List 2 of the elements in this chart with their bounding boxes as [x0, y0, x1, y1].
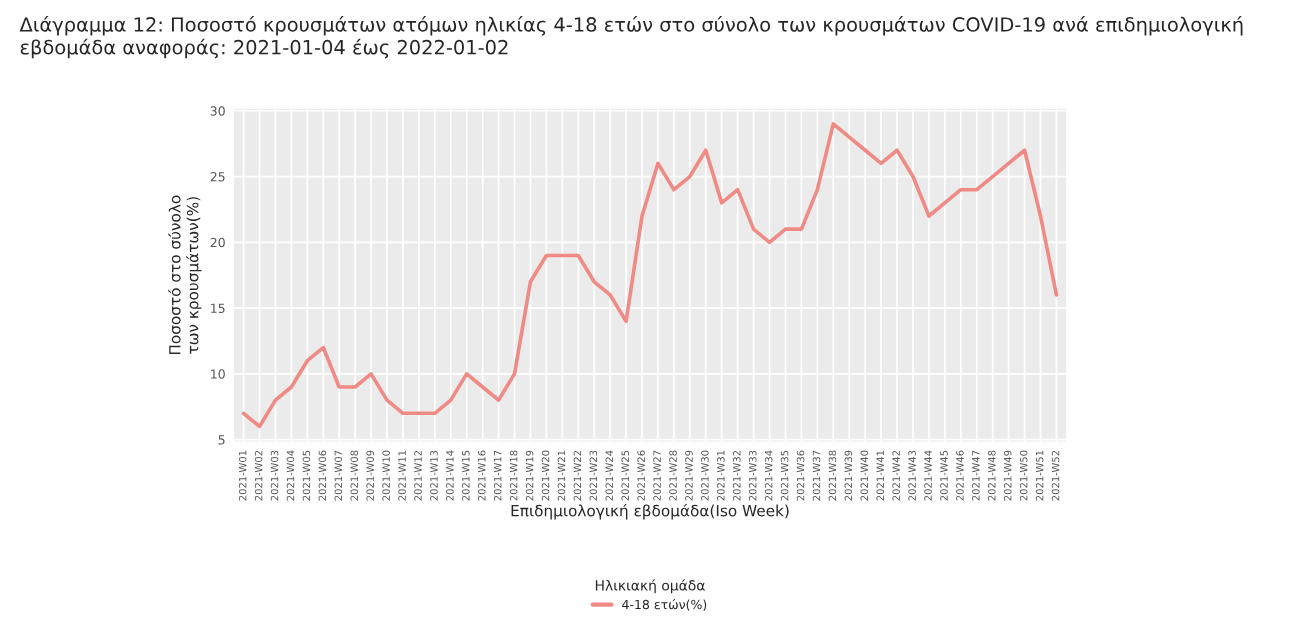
line-series: [241, 122, 1059, 429]
chart-title: Διάγραμμα 12: Ποσοστό κρουσμάτων ατόμων ηλικίας 4-18 ετών στο σύνολο των κρουσμάτων COVID-19 ανά επιδημιολογική εβδομάδα αναφοράς: 2021-01-04 έως 2022-01-02: [19, 16, 1243, 59]
